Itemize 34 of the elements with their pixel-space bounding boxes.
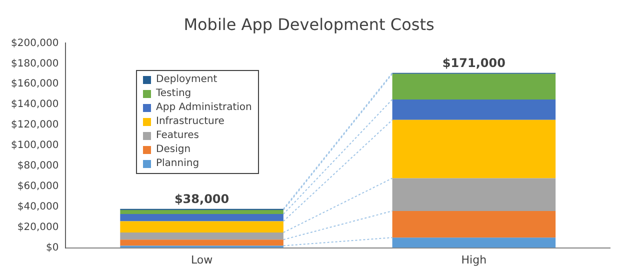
total-label: $38,000 — [174, 192, 230, 206]
bar — [120, 221, 284, 232]
legend-label: Infrastructure — [156, 115, 224, 129]
chart-title: Mobile App Development Costs — [184, 14, 434, 34]
legend-label: Testing — [156, 87, 192, 101]
x-tick-label: Low — [190, 253, 213, 266]
y-tick-label: $40,000 — [17, 201, 59, 212]
legend-label: App Administration — [156, 101, 252, 115]
legend-label: Features — [156, 129, 199, 143]
bar — [392, 210, 556, 238]
x-tick-label: High — [461, 253, 487, 266]
bar — [120, 240, 284, 246]
y-tick-label: $160,000 — [10, 78, 59, 90]
legend-label: Planning — [156, 157, 200, 171]
total-label: $171,000 — [442, 56, 506, 70]
bar — [392, 238, 556, 248]
bar — [120, 214, 284, 222]
bar — [120, 232, 284, 240]
bar — [392, 99, 556, 120]
y-tick-label: $140,000 — [10, 99, 59, 110]
y-tick-label: $80,000 — [17, 160, 59, 172]
bar — [120, 210, 284, 214]
bar — [392, 178, 556, 211]
y-tick-label: $100,000 — [10, 140, 59, 152]
y-tick-label: $20,000 — [17, 222, 59, 233]
y-tick-label: $60,000 — [17, 181, 59, 192]
legend-label: Design — [156, 143, 191, 157]
bar — [392, 120, 556, 178]
y-tick-label: $120,000 — [10, 120, 59, 131]
y-tick-label: $180,000 — [10, 58, 59, 70]
legend-label: Deployment — [156, 73, 218, 87]
y-tick-label: $0 — [46, 242, 59, 254]
bar — [392, 74, 556, 100]
y-tick-label: $200,000 — [10, 38, 59, 49]
